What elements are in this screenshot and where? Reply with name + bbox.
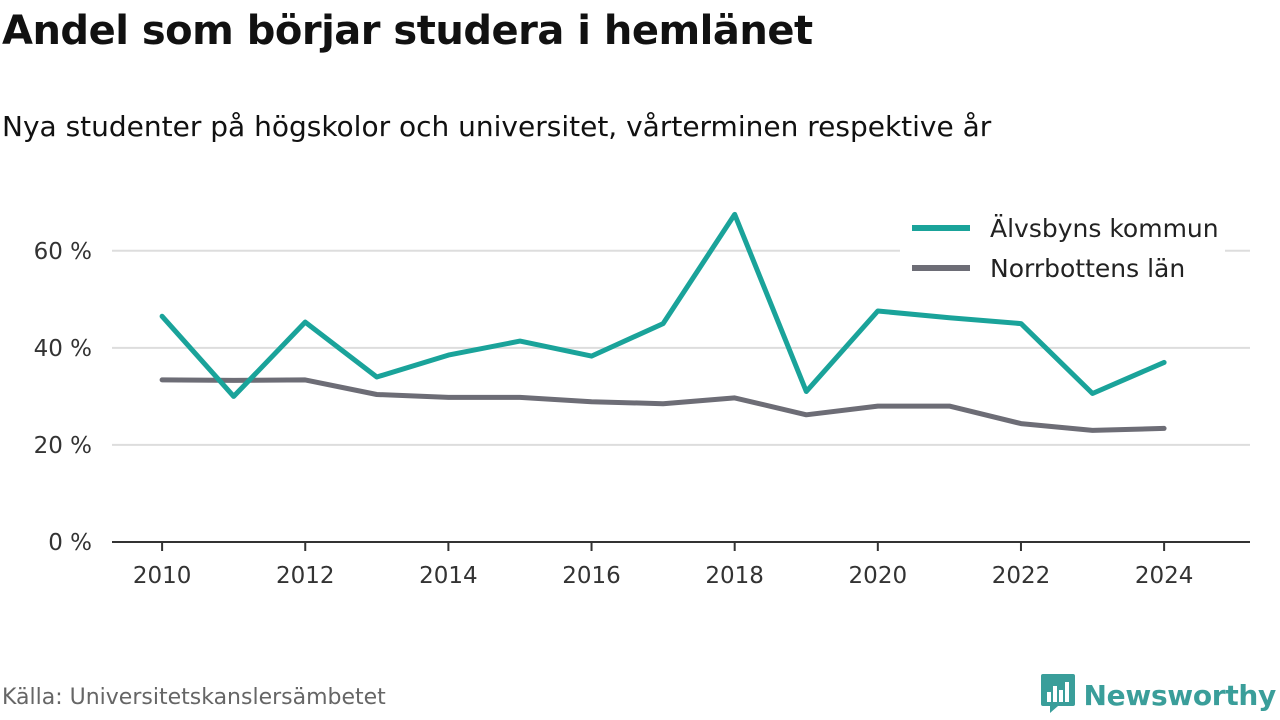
x-tick-label-2022: 2022: [992, 563, 1051, 589]
series-lines: [159, 211, 1167, 433]
series-line-1: [159, 377, 1167, 433]
x-tick-label-2010: 2010: [133, 563, 192, 589]
y-tick-label-0: 0 %: [48, 530, 92, 556]
x-tick-label-2018: 2018: [705, 563, 764, 589]
legend-background: [900, 205, 1225, 287]
legend-label-0: Älvsbyns kommun: [990, 214, 1219, 243]
x-tick-label-2024: 2024: [1135, 563, 1194, 589]
brand-logo: Newsworthy: [1040, 672, 1276, 718]
x-tick-label-2020: 2020: [849, 563, 908, 589]
y-axis-tick-labels: 0 % 20 % 40 % 60 %: [34, 239, 92, 556]
source-note: Källa: Universitetskanslersämbetet: [2, 685, 386, 710]
brand-name: Newsworthy: [1083, 678, 1277, 712]
chart-title: Andel som börjar studera i hemlänet: [2, 8, 813, 54]
x-axis-ticks: 2010 2012 2014 2016 2018 2020 2022 2024: [133, 542, 1194, 589]
legend: Älvsbyns kommun Norrbottens län: [900, 205, 1225, 287]
x-tick-label-2014: 2014: [419, 563, 478, 589]
x-tick-label-2016: 2016: [562, 563, 621, 589]
legend-label-1: Norrbottens län: [990, 254, 1185, 283]
y-tick-label-20: 20 %: [34, 433, 92, 459]
y-tick-label-60: 60 %: [34, 239, 92, 265]
bar-chart-speech-bubble-icon: [1040, 672, 1076, 718]
y-tick-label-40: 40 %: [34, 336, 92, 362]
series-line-0: [159, 211, 1167, 399]
chart-subtitle: Nya studenter på högskolor och universit…: [2, 110, 992, 143]
x-tick-label-2012: 2012: [276, 563, 335, 589]
